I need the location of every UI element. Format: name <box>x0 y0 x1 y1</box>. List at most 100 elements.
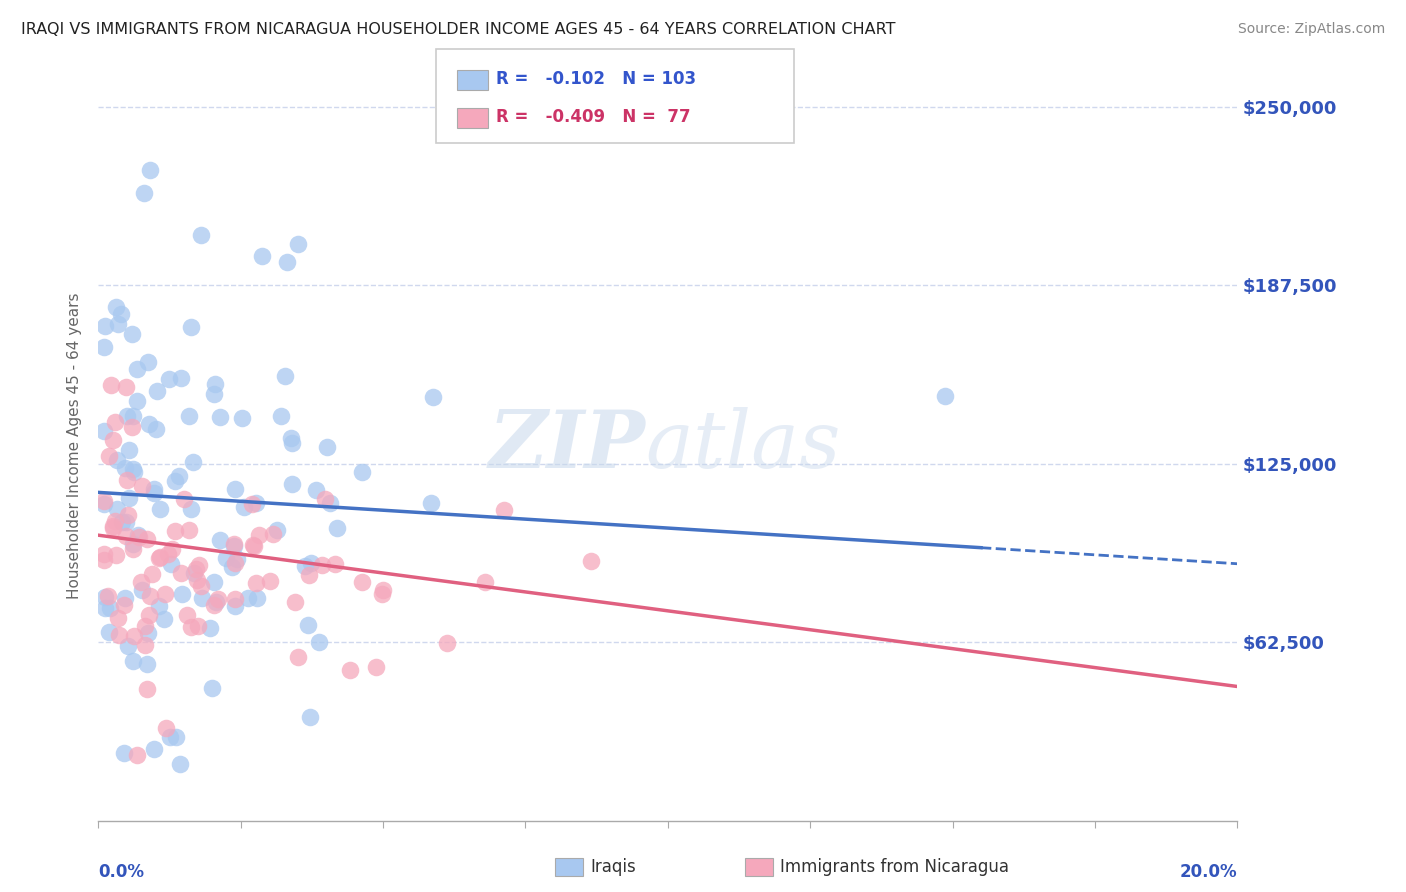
Point <box>160 542 183 557</box>
Point <box>299 556 322 570</box>
Point <box>249 528 271 542</box>
Point <box>262 526 284 541</box>
Point <box>179 523 201 537</box>
Point <box>138 589 160 603</box>
Point <box>316 440 339 454</box>
Point <box>224 539 246 553</box>
Point <box>240 497 263 511</box>
Point <box>315 491 337 506</box>
Point <box>142 483 165 497</box>
Point <box>138 162 160 177</box>
Point <box>93 548 115 562</box>
Point <box>246 591 269 606</box>
Point <box>419 496 441 510</box>
Point <box>107 611 129 625</box>
Point <box>350 575 373 590</box>
Text: 0.0%: 0.0% <box>98 863 145 881</box>
Point <box>112 598 135 612</box>
Point <box>494 503 516 517</box>
Point <box>180 319 202 334</box>
Point <box>222 537 245 551</box>
Point <box>204 595 226 609</box>
Point <box>165 474 187 488</box>
Point <box>141 567 163 582</box>
Point <box>101 521 124 535</box>
Point <box>97 625 120 640</box>
Point <box>105 300 128 314</box>
Point <box>284 594 307 608</box>
Point <box>350 465 373 479</box>
Point <box>115 474 138 488</box>
Point <box>474 574 496 589</box>
Point <box>159 731 181 745</box>
Point <box>148 501 170 516</box>
Point <box>221 559 243 574</box>
Point <box>97 589 120 603</box>
Point <box>339 663 361 677</box>
Point <box>167 469 190 483</box>
Point <box>155 721 177 735</box>
Point <box>148 599 170 613</box>
Point <box>138 608 160 623</box>
Point <box>104 514 127 528</box>
Point <box>108 628 131 642</box>
Point <box>163 524 186 538</box>
Point <box>238 591 260 606</box>
Point <box>180 620 202 634</box>
Point <box>371 587 394 601</box>
Point <box>200 622 222 636</box>
Point <box>132 186 155 200</box>
Point <box>190 228 212 243</box>
Point <box>207 591 229 606</box>
Point <box>186 573 208 587</box>
Point <box>122 541 145 556</box>
Point <box>153 612 176 626</box>
Point <box>100 377 122 392</box>
Point <box>117 409 139 424</box>
Point <box>93 553 115 567</box>
Point <box>111 515 134 529</box>
Text: Source: ZipAtlas.com: Source: ZipAtlas.com <box>1237 22 1385 37</box>
Point <box>148 551 170 566</box>
Point <box>127 528 149 542</box>
Point <box>245 576 267 591</box>
Point <box>122 537 145 551</box>
Point <box>121 420 143 434</box>
Point <box>298 710 321 724</box>
Point <box>136 533 159 547</box>
Point <box>294 558 316 573</box>
Point <box>98 601 121 615</box>
Point <box>371 582 394 597</box>
Point <box>122 654 145 668</box>
Point <box>93 493 115 508</box>
Text: IRAQI VS IMMIGRANTS FROM NICARAGUA HOUSEHOLDER INCOME AGES 45 - 64 YEARS CORRELA: IRAQI VS IMMIGRANTS FROM NICARAGUA HOUSE… <box>21 22 896 37</box>
Point <box>187 619 209 633</box>
Text: ZIP: ZIP <box>488 408 645 484</box>
Point <box>117 508 139 522</box>
Point <box>145 421 167 435</box>
Point <box>115 515 138 529</box>
Point <box>138 417 160 432</box>
Point <box>308 634 330 648</box>
Point <box>273 368 295 383</box>
Point <box>180 502 202 516</box>
Point <box>94 600 117 615</box>
Point <box>436 636 458 650</box>
Point <box>252 249 274 263</box>
Point <box>105 453 128 467</box>
Point <box>136 682 159 697</box>
Point <box>121 326 143 341</box>
Point <box>146 384 169 398</box>
Point <box>134 619 156 633</box>
Point <box>94 590 117 604</box>
Point <box>104 415 127 429</box>
Point <box>103 434 125 448</box>
Point <box>169 756 191 771</box>
Point <box>131 479 153 493</box>
Point <box>224 556 246 570</box>
Point <box>170 371 193 385</box>
Point <box>114 591 136 605</box>
Point <box>169 566 191 580</box>
Point <box>270 409 292 423</box>
Point <box>224 591 246 606</box>
